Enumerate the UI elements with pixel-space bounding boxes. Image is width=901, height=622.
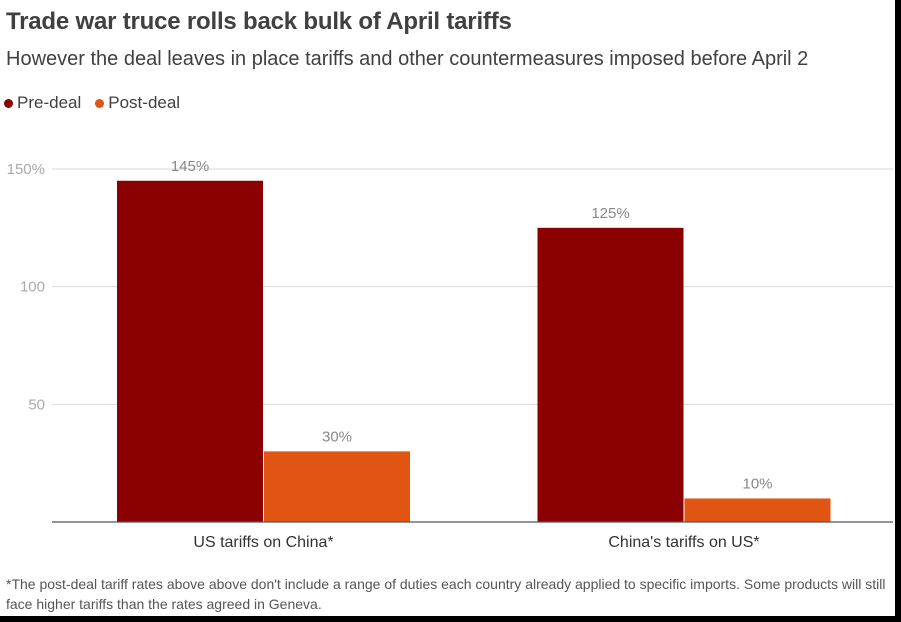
data-label: 30% — [322, 428, 352, 445]
x-tick-label: US tariffs on China* — [193, 534, 333, 551]
legend-label-post-deal: Post-deal — [108, 93, 181, 112]
y-tick-label: 150% — [7, 161, 45, 178]
bar — [537, 227, 684, 523]
data-label: 145% — [171, 158, 209, 175]
legend-swatch-post-deal — [95, 98, 105, 108]
data-label: 125% — [591, 205, 629, 222]
y-tick-label: 100 — [20, 279, 45, 296]
chart-title: Trade war truce rolls back bulk of April… — [6, 8, 512, 35]
legend: Pre-deal Post-deal — [4, 93, 180, 113]
bar-chart: 50 100 150% 145% 30% US tariffs on China* 125%… — [7, 158, 893, 551]
x-tick-label: China's tariffs on US* — [608, 534, 759, 551]
data-label: 10% — [742, 475, 772, 492]
legend-swatch-pre-deal — [4, 98, 13, 108]
legend-item-post-deal: Post-deal — [95, 93, 180, 113]
legend-item-pre-deal: Pre-deal — [4, 93, 81, 113]
bar — [684, 498, 831, 522]
y-tick-label: 50 — [28, 396, 45, 413]
chart-subtitle: However the deal leaves in place tariffs… — [6, 48, 809, 70]
bar — [117, 180, 263, 522]
footnote: *The post-deal tariff rates above above … — [6, 576, 886, 612]
legend-label-pre-deal: Pre-deal — [17, 93, 82, 112]
bar — [264, 451, 410, 522]
